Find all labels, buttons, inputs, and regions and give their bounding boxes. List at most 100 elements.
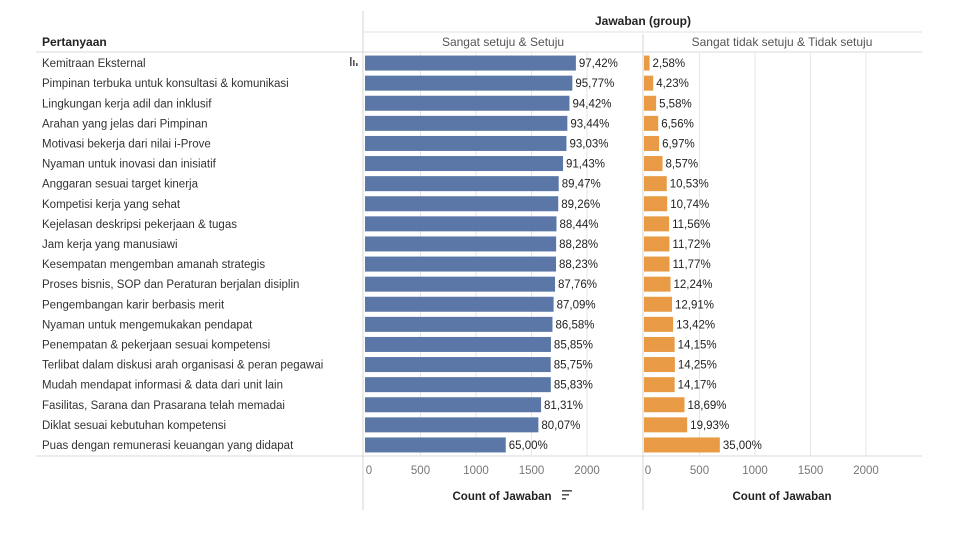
- row-label: Anggaran sesuai target kinerja: [42, 179, 199, 191]
- x-axis-title-right: Count of Jawaban: [732, 491, 831, 503]
- data-label-right: 4,23%: [656, 78, 689, 90]
- row-label: Kompetisi kerja yang sehat: [42, 199, 181, 211]
- bar-left[interactable]: [365, 196, 559, 212]
- bar-right[interactable]: [644, 276, 671, 292]
- row-label: Proses bisnis, SOP dan Peraturan berjala…: [42, 279, 299, 291]
- column-header-right[interactable]: Sangat tidak setuju & Tidak setuju: [692, 35, 873, 49]
- data-label-right: 19,93%: [690, 420, 729, 432]
- data-label-left: 89,26%: [561, 199, 600, 211]
- data-label-right: 12,91%: [675, 299, 714, 311]
- bar-left[interactable]: [365, 276, 556, 292]
- bar-right[interactable]: [644, 216, 670, 232]
- bar-right[interactable]: [644, 377, 675, 393]
- row-label: Diklat sesuai kebutuhan kompetensi: [42, 420, 226, 432]
- group-title: Jawaban (group): [595, 14, 691, 28]
- data-label-left: 88,44%: [559, 219, 598, 231]
- bar-left[interactable]: [365, 135, 567, 151]
- bar-right[interactable]: [644, 196, 668, 212]
- bar-right[interactable]: [644, 236, 670, 252]
- data-label-left: 85,75%: [554, 360, 593, 372]
- bar-left[interactable]: [365, 95, 570, 111]
- data-label-left: 86,58%: [555, 319, 594, 331]
- bar-left[interactable]: [365, 397, 542, 413]
- x-tick-label-left: 2000: [574, 465, 600, 477]
- bar-left[interactable]: [365, 156, 564, 172]
- data-label-left: 85,85%: [554, 339, 593, 351]
- bar-right[interactable]: [644, 296, 672, 312]
- row-label: Kejelasan deskripsi pekerjaan & tugas: [42, 219, 237, 231]
- bar-right[interactable]: [644, 115, 659, 131]
- x-tick-label-right: 0: [645, 465, 651, 477]
- data-label-right: 12,24%: [674, 279, 713, 291]
- sort-descending-icon[interactable]: [562, 490, 572, 500]
- column-header-left[interactable]: Sangat setuju & Setuju: [442, 35, 564, 49]
- x-tick-label-left: 0: [366, 465, 372, 477]
- data-label-left: 88,28%: [559, 239, 598, 251]
- bar-sort-icon[interactable]: [350, 57, 358, 66]
- x-tick-label-right: 1500: [798, 465, 824, 477]
- bar-left[interactable]: [365, 176, 559, 192]
- data-label-left: 89,47%: [562, 179, 601, 191]
- data-label-right: 14,25%: [678, 360, 717, 372]
- bar-right[interactable]: [644, 55, 650, 71]
- data-label-right: 10,53%: [670, 179, 709, 191]
- data-label-right: 11,72%: [672, 239, 710, 251]
- data-label-left: 81,31%: [544, 400, 583, 412]
- bar-right[interactable]: [644, 156, 663, 172]
- bar-right[interactable]: [644, 437, 720, 453]
- data-label-right: 8,57%: [666, 159, 699, 171]
- bar-left[interactable]: [365, 316, 553, 332]
- data-label-left: 93,03%: [569, 138, 608, 150]
- bar-left[interactable]: [365, 377, 551, 393]
- bar-left[interactable]: [365, 115, 568, 131]
- data-label-right: 35,00%: [723, 440, 762, 452]
- row-label: Lingkungan kerja adil dan inklusif: [42, 98, 212, 110]
- x-tick-label-left: 500: [411, 465, 430, 477]
- row-label: Kesempatan mengemban amanah strategis: [42, 259, 265, 271]
- row-label: Puas dengan remunerasi keuangan yang did…: [42, 440, 294, 452]
- data-label-left: 88,23%: [559, 259, 598, 271]
- data-label-left: 93,44%: [570, 118, 609, 130]
- bar-left[interactable]: [365, 336, 551, 352]
- bar-right[interactable]: [644, 135, 660, 151]
- bar-left[interactable]: [365, 75, 573, 91]
- data-label-right: 18,69%: [688, 400, 727, 412]
- data-label-left: 94,42%: [572, 98, 611, 110]
- bar-right[interactable]: [644, 256, 670, 272]
- data-label-right: 13,42%: [676, 319, 715, 331]
- x-tick-label-left: 1500: [519, 465, 545, 477]
- data-label-right: 14,17%: [678, 380, 717, 392]
- bar-left[interactable]: [365, 417, 539, 433]
- row-label: Kemitraan Eksternal: [42, 58, 146, 70]
- bar-right[interactable]: [644, 75, 654, 91]
- bar-left[interactable]: [365, 357, 551, 373]
- data-label-left: 95,77%: [575, 78, 614, 90]
- bar-left[interactable]: [365, 296, 554, 312]
- bar-right[interactable]: [644, 316, 674, 332]
- row-label: Pengembangan karir berbasis merit: [42, 299, 225, 311]
- x-tick-label-right: 1000: [742, 465, 768, 477]
- data-label-right: 6,97%: [662, 138, 695, 150]
- bar-right[interactable]: [644, 357, 675, 373]
- axis-ticks: 0 500 1000 1500 2000 0 500 1000 1500 2000: [366, 465, 879, 477]
- row-label: Terlibat dalam diskusi arah organisasi &…: [42, 360, 323, 372]
- bar-left[interactable]: [365, 55, 576, 71]
- data-label-right: 14,15%: [678, 339, 717, 351]
- data-label-left: 87,76%: [558, 279, 597, 291]
- row-label: Pimpinan terbuka untuk konsultasi & komu…: [42, 78, 289, 90]
- bar-right[interactable]: [644, 176, 667, 192]
- bar-right[interactable]: [644, 95, 657, 111]
- chart-rows: Kemitraan Eksternal 97,42% 2,58% Pimpinan t…: [42, 55, 762, 453]
- data-label-right: 11,77%: [673, 259, 711, 271]
- bar-left[interactable]: [365, 256, 557, 272]
- row-label: Motivasi bekerja dari nilai i-Prove: [42, 138, 211, 150]
- data-label-left: 85,83%: [554, 380, 593, 392]
- bar-left[interactable]: [365, 437, 506, 453]
- bar-left[interactable]: [365, 236, 557, 252]
- bar-right[interactable]: [644, 397, 685, 413]
- bar-right[interactable]: [644, 336, 675, 352]
- data-label-right: 11,56%: [672, 219, 710, 231]
- x-axis-title-left: Count of Jawaban: [452, 491, 551, 503]
- bar-right[interactable]: [644, 417, 688, 433]
- bar-left[interactable]: [365, 216, 557, 232]
